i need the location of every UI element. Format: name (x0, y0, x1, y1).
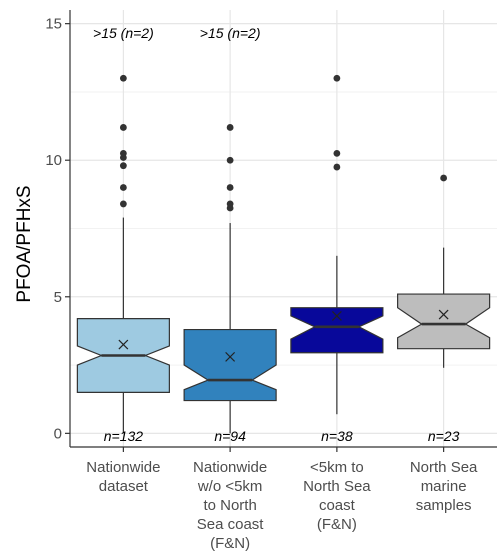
x-tick-label-line: Nationwide (193, 459, 267, 476)
x-tick-label-line: samples (416, 497, 472, 514)
x-tick-label-line: North Sea (410, 459, 478, 476)
n-label: n=94 (214, 428, 246, 444)
outlier-point (119, 149, 127, 157)
n-label: n=38 (321, 428, 353, 444)
x-tick-label-line: coast (319, 497, 356, 514)
box (290, 307, 384, 354)
y-tick-label: 15 (45, 16, 62, 33)
outlier-point (119, 74, 127, 82)
y-tick-label: 0 (54, 425, 62, 442)
mean-marker (331, 310, 342, 321)
outlier-point (119, 124, 127, 131)
outlier-point (440, 174, 448, 182)
x-tick-label-line: (F&N) (317, 516, 357, 533)
x-tick-label-line: marine (421, 478, 467, 495)
x-tick-label-line: Sea coast (197, 516, 265, 533)
box-group: n=23 (397, 174, 491, 444)
outlier-point (226, 184, 234, 191)
x-tick-label: Nationwide w/o <5km to North Sea coast (F&N) (193, 459, 267, 552)
boxes: n=132 >15 (n=2) n=94 >15 (n=2) n=38 n=23 (76, 25, 491, 444)
mean-marker (118, 339, 129, 350)
box-group: n=38 (290, 74, 384, 444)
box-group: n=132 >15 (n=2) (76, 25, 170, 444)
outlier-point (119, 184, 127, 191)
n-label: n=132 (104, 428, 144, 444)
y-tick-label: 5 (54, 289, 62, 306)
outlier-point (333, 163, 341, 171)
x-tick-label: North Sea marine samples (410, 459, 478, 514)
x-tick-label-line: Nationwide (86, 459, 160, 476)
mean-marker (438, 309, 449, 320)
x-tick-label-line: North Sea (303, 478, 371, 495)
box (183, 328, 277, 402)
x-tick-label-line: w/o <5km (197, 478, 263, 495)
outlier-point (119, 200, 127, 208)
box-group: n=94 >15 (n=2) (183, 25, 277, 444)
x-tick-label-line: dataset (99, 478, 149, 495)
y-axis-title: PFOA/PFHxS (14, 185, 35, 302)
x-tick-label: Nationwide dataset (86, 459, 160, 495)
y-tick-label: 10 (45, 152, 62, 169)
top-annotation: >15 (n=2) (200, 25, 261, 41)
mean-marker (225, 351, 236, 362)
outlier-point (226, 200, 234, 208)
n-label: n=23 (428, 428, 460, 444)
x-tick-label-line: to North (203, 497, 256, 514)
x-tick-label-line: <5km to (310, 459, 364, 476)
outlier-point (226, 124, 234, 131)
outlier-point (333, 74, 341, 82)
outlier-point (226, 156, 234, 164)
top-annotation: >15 (n=2) (93, 25, 154, 41)
axes: 0 5 10 15 Nationwide dataset Nationwide w/o <5k… (45, 10, 497, 552)
outlier-point (333, 149, 341, 157)
box (397, 293, 491, 350)
outlier-point (119, 162, 127, 170)
x-tick-label-line: (F&N) (210, 535, 250, 552)
x-tick-label: <5km to North Sea coast (F&N) (303, 459, 371, 533)
